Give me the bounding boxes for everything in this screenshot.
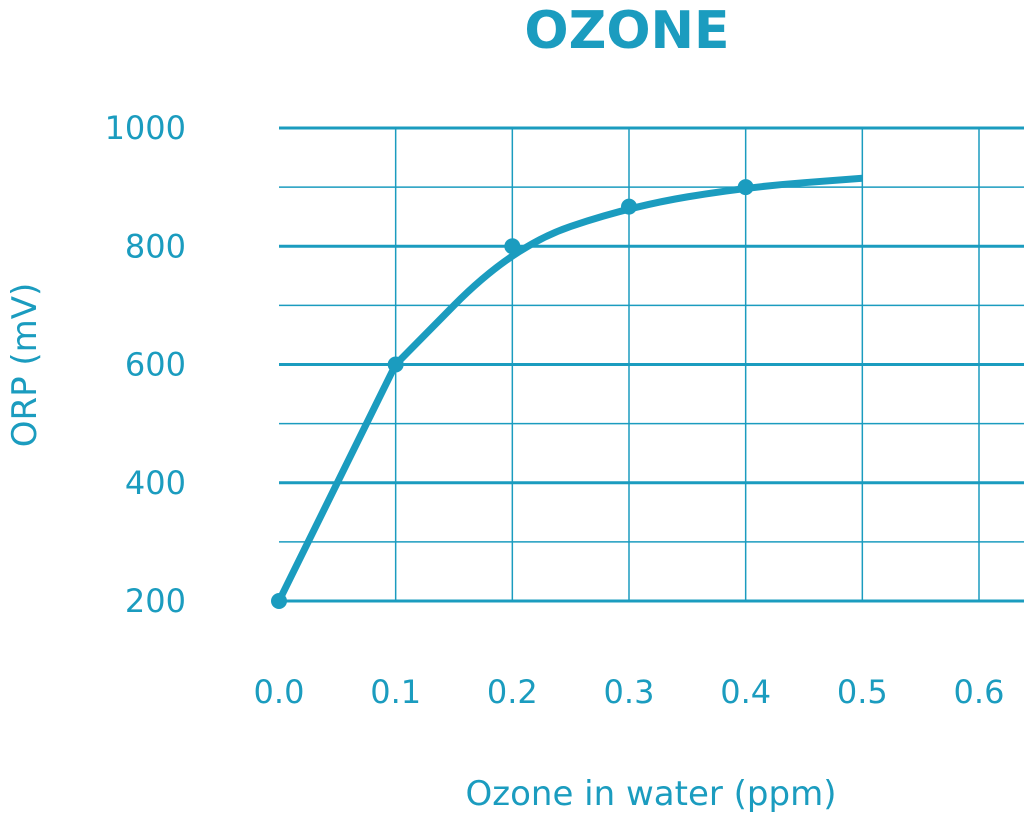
x-tick-label: 0.6 (954, 673, 1005, 711)
data-point (504, 238, 521, 255)
data-point (737, 179, 754, 196)
x-tick-label: 0.5 (837, 673, 888, 711)
y-tick-label: 600 (125, 346, 186, 384)
x-tick-label: 0.0 (254, 673, 305, 711)
x-tick-label: 0.2 (487, 673, 538, 711)
y-tick-label: 800 (125, 227, 186, 265)
tick-labels: 200 400 600 800 1000 0.0 0.1 0.2 0.3 0.4 0.5 0.6 (105, 109, 1005, 711)
y-tick-label: 1000 (105, 109, 186, 147)
y-axis-label: ORP (mV) (5, 283, 45, 448)
chart-title: OZONE (524, 1, 729, 61)
data-point (271, 593, 287, 609)
x-tick-label: 0.4 (720, 673, 771, 711)
y-tick-label: 200 (125, 582, 186, 620)
data-series (271, 174, 863, 609)
x-axis-label: Ozone in water (ppm) (466, 774, 837, 814)
x-tick-label: 0.1 (370, 673, 421, 711)
series-line (275, 174, 863, 603)
x-tick-label: 0.3 (604, 673, 655, 711)
data-point (621, 198, 637, 215)
y-tick-label: 400 (125, 464, 186, 502)
data-point (387, 356, 404, 373)
